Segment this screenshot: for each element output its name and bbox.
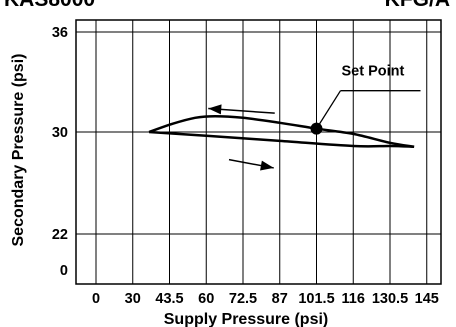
x-tick-label: 60 (198, 291, 214, 307)
annotations: Set Point (310, 64, 421, 135)
series-lines (148, 114, 415, 148)
model-number: KAS8000 (4, 0, 95, 12)
x-tick-label: 87 (272, 291, 288, 307)
x-tick-label: 30 (125, 291, 141, 307)
series-code: KFG/A (385, 0, 450, 12)
x-tick-label: 101.5 (298, 291, 334, 307)
set-point-label: Set Point (342, 64, 405, 80)
series-line-increasing (149, 130, 415, 148)
y-tick-label: 30 (52, 125, 68, 141)
x-tick-label: 116 (342, 291, 365, 307)
x-tick-label: 130.5 (372, 291, 408, 307)
y-gridlines (76, 31, 441, 235)
y-tick-label: 0 (60, 263, 68, 279)
x-tick-labels: 0 30 43.5 60 72.5 87 101.5 116 130.5 145 (92, 291, 439, 307)
x-tick-label: 145 (415, 291, 439, 307)
x-axis-label: Supply Pressure (psi) (164, 311, 329, 327)
y-axis-label: Secondary Pressure (psi) (10, 54, 27, 247)
decreasing-arrow-head (208, 104, 222, 115)
direction-arrows (208, 104, 275, 171)
x-tick-label: 0 (92, 291, 100, 307)
page-header: KAS8000 KFG/A (0, 0, 456, 12)
set-point-leader (315, 90, 342, 130)
y-tick-label: 36 (52, 25, 68, 41)
y-tick-labels: 0 22 30 36 (52, 25, 68, 279)
x-gridlines (95, 20, 428, 284)
plot-area (75, 19, 442, 285)
increasing-arrow-head (260, 160, 274, 171)
x-tick-label: 72.5 (229, 291, 257, 307)
series-line-decreasing (148, 114, 415, 148)
x-tick-label: 43.5 (155, 291, 183, 307)
y-tick-label: 22 (52, 227, 68, 243)
